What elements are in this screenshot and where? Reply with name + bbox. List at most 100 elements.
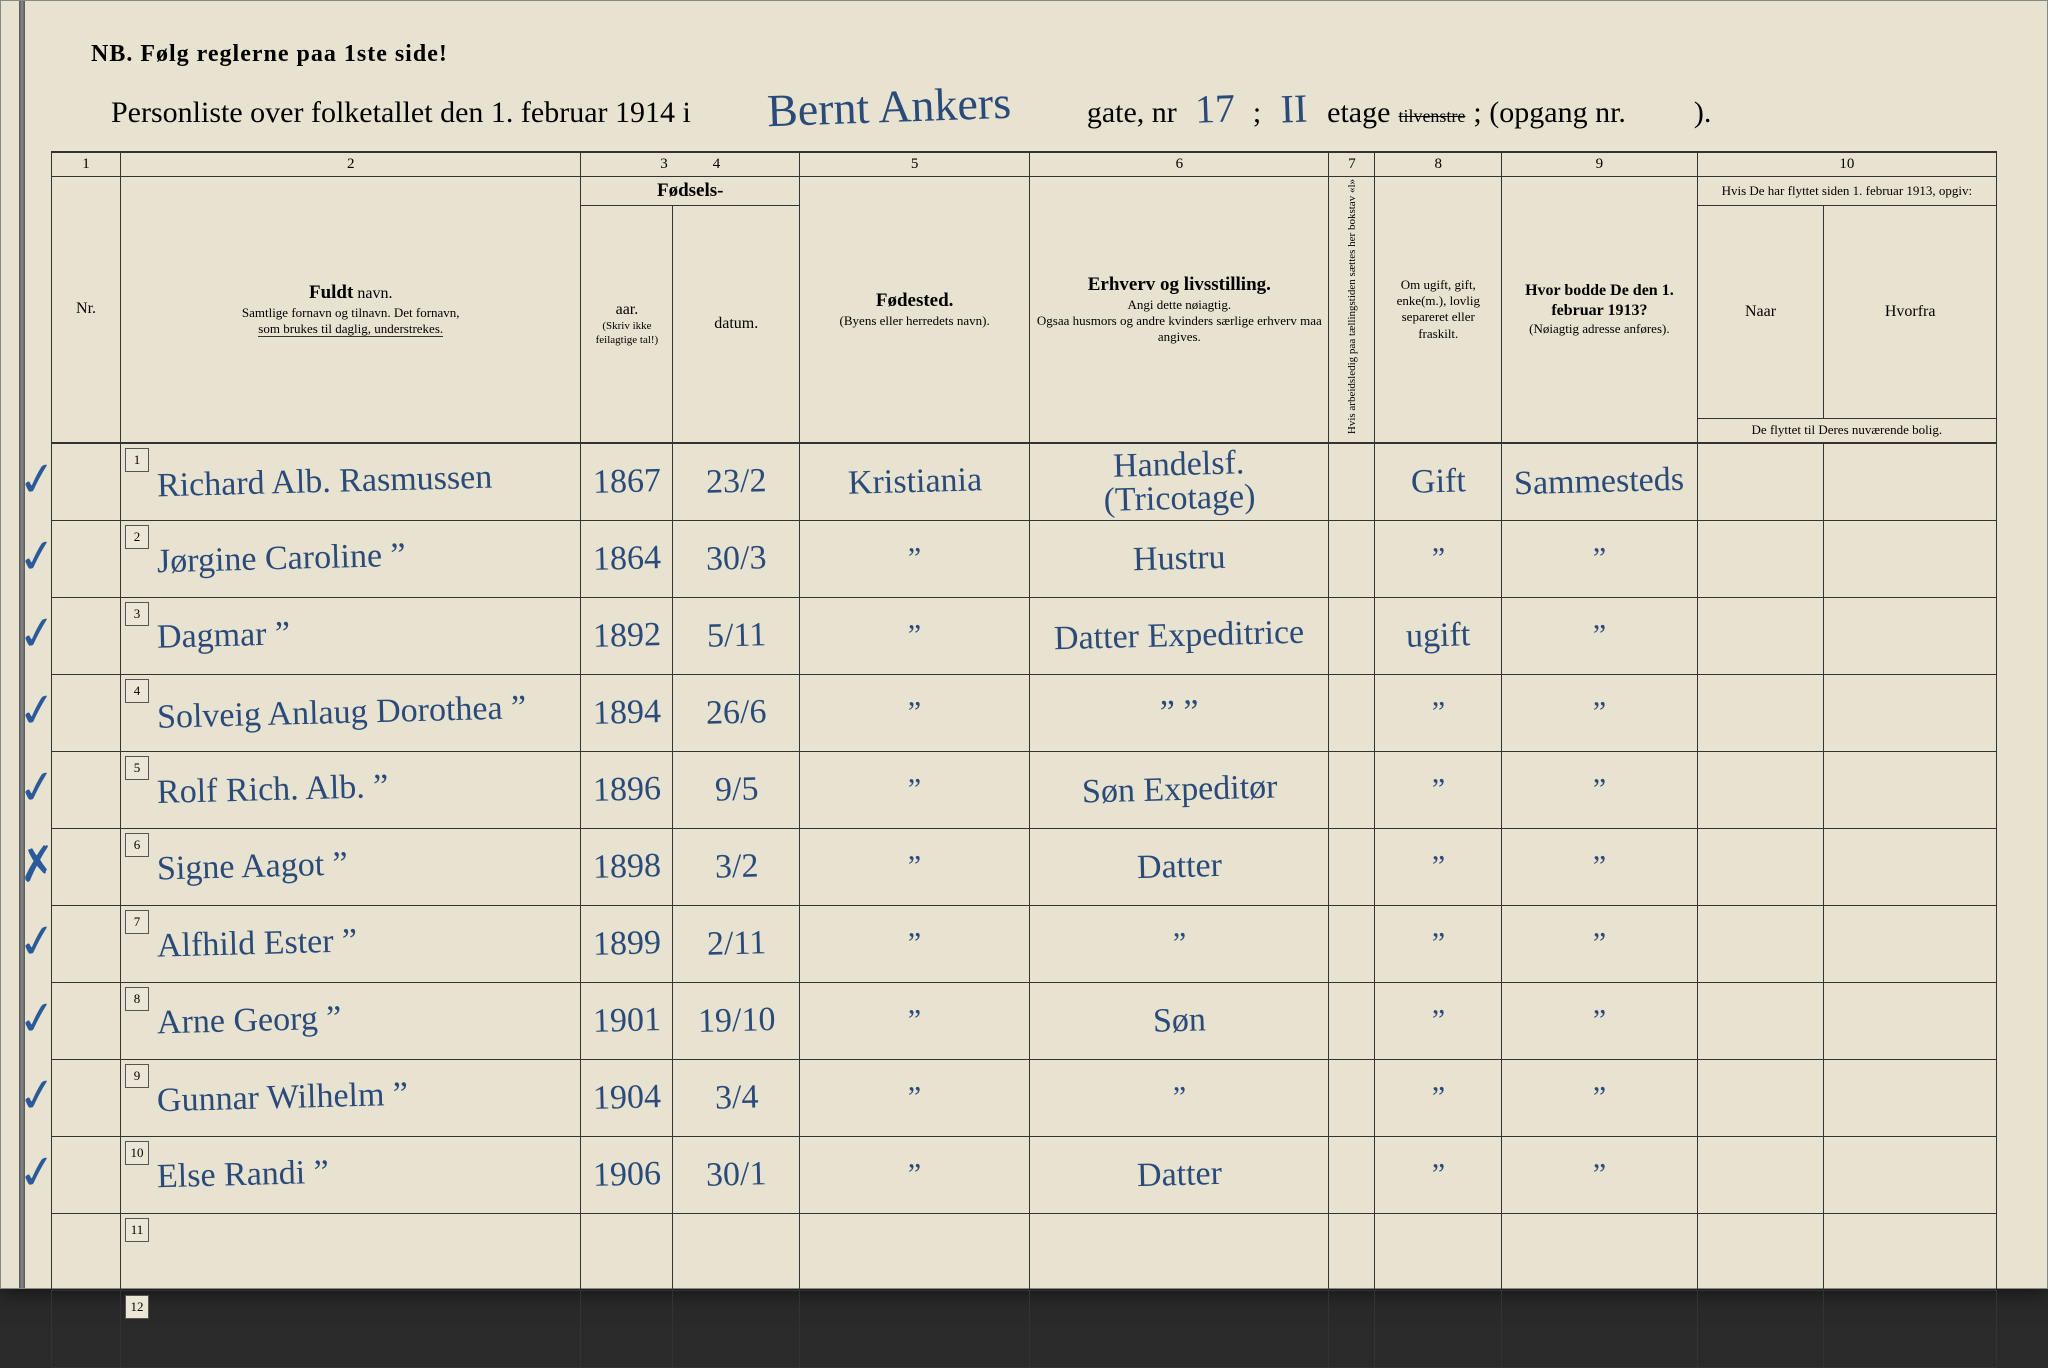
cell-birthplace-handwritten: ” bbox=[908, 698, 922, 728]
header-moved-top: Hvis De har flyttet siden 1. februar 191… bbox=[1697, 176, 1996, 205]
cell-marital-handwritten: Gift bbox=[1410, 464, 1466, 499]
cell-unemployed-mark bbox=[1329, 1059, 1375, 1136]
cell-unemployed-mark bbox=[1329, 520, 1375, 597]
cell-birthplace: ” bbox=[800, 982, 1030, 1059]
cell-name: 8Arne Georg ” bbox=[121, 982, 581, 1059]
row-number-box: 4 bbox=[125, 679, 149, 703]
cell-date: 30/3 bbox=[673, 520, 800, 597]
row-number-box: 11 bbox=[125, 1218, 149, 1242]
cell-marital: Gift bbox=[1375, 443, 1502, 521]
cell-date-handwritten: 23/2 bbox=[706, 464, 767, 500]
cell-birthplace bbox=[800, 1290, 1030, 1367]
cell-birthplace: Kristiania bbox=[800, 443, 1030, 521]
cell-occupation-handwritten: Datter Expeditrice bbox=[1054, 616, 1305, 657]
cell-marital: ” bbox=[1375, 674, 1502, 751]
cell-date-handwritten: 30/3 bbox=[706, 541, 767, 577]
cell-moved-when bbox=[1697, 828, 1824, 905]
cell-moved-when bbox=[1697, 1136, 1824, 1213]
cell-moved-when bbox=[1697, 597, 1824, 674]
cell-moved-when bbox=[1697, 982, 1824, 1059]
header-year: aar. (Skriv ikke feilagtige tal!) bbox=[581, 205, 673, 443]
cell-birthplace-handwritten: ” bbox=[908, 775, 922, 805]
title-close: ). bbox=[1694, 96, 1712, 130]
cell-birthplace: ” bbox=[800, 520, 1030, 597]
name-handwritten: Dagmar ” bbox=[157, 617, 291, 654]
colnum-3-4: 3 4 bbox=[581, 152, 800, 176]
cell-name: 9Gunnar Wilhelm ” bbox=[121, 1059, 581, 1136]
row-number-box: 7 bbox=[125, 910, 149, 934]
cell-occupation-handwritten: Hustru bbox=[1133, 541, 1226, 577]
cell-year-handwritten: 1892 bbox=[592, 618, 661, 654]
colnum-9: 9 bbox=[1502, 152, 1698, 176]
header-marital: Om ugift, gift, enke(m.), lovlig separer… bbox=[1375, 176, 1502, 443]
cell-marital-handwritten: ” bbox=[1431, 1083, 1445, 1113]
colnum-1: 1 bbox=[52, 152, 121, 176]
cell-unemployed-mark bbox=[1329, 443, 1375, 521]
cell-name: 4Solveig Anlaug Dorothea ” bbox=[121, 674, 581, 751]
cell-birthplace: ” bbox=[800, 597, 1030, 674]
cell-unemployed-mark bbox=[1329, 1136, 1375, 1213]
cell-addr1913: ” bbox=[1502, 674, 1698, 751]
name-handwritten: Richard Alb. Rasmussen bbox=[157, 460, 493, 503]
cell-occupation: Handelsf. (Tricotage) bbox=[1030, 443, 1329, 521]
row-number-box: 5 bbox=[125, 756, 149, 780]
cell-year: 1899 bbox=[581, 905, 673, 982]
table-row: 12 bbox=[52, 1290, 1997, 1367]
cell-moved-from bbox=[1824, 1290, 1997, 1367]
cell-name: 10Else Randi ” bbox=[121, 1136, 581, 1213]
cell-nr: ✓ bbox=[52, 1136, 121, 1213]
check-mark-icon: ✓ bbox=[14, 526, 60, 585]
cell-moved-when bbox=[1697, 443, 1824, 521]
table-row: ✗6Signe Aagot ”18983/2”Datter”” bbox=[52, 828, 1997, 905]
cell-addr1913: ” bbox=[1502, 905, 1698, 982]
cell-marital-handwritten: ” bbox=[1431, 929, 1445, 959]
cell-marital: ugift bbox=[1375, 597, 1502, 674]
cell-moved-from bbox=[1824, 905, 1997, 982]
cell-addr1913: ” bbox=[1502, 520, 1698, 597]
census-table: 1 2 3 4 5 6 7 8 9 10 Nr. Fuldt navn. Sam… bbox=[51, 151, 1997, 1368]
cell-year-handwritten: 1906 bbox=[592, 1157, 661, 1193]
cell-date: 2/11 bbox=[673, 905, 800, 982]
cell-occupation-handwritten: Datter bbox=[1136, 1157, 1222, 1193]
cell-nr: ✗ bbox=[52, 828, 121, 905]
name-handwritten: Arne Georg ” bbox=[157, 1001, 342, 1040]
cell-year: 1892 bbox=[581, 597, 673, 674]
cell-marital: ” bbox=[1375, 905, 1502, 982]
header-moved-when: Naar bbox=[1697, 205, 1824, 418]
row-number-box: 2 bbox=[125, 525, 149, 549]
row-number-box: 9 bbox=[125, 1064, 149, 1088]
cell-date: 3/4 bbox=[673, 1059, 800, 1136]
table-row: 11 bbox=[52, 1213, 1997, 1290]
cell-date: 23/2 bbox=[673, 443, 800, 521]
cell-moved-from bbox=[1824, 1213, 1997, 1290]
cell-marital-handwritten: ” bbox=[1431, 852, 1445, 882]
cell-name: 2Jørgine Caroline ” bbox=[121, 520, 581, 597]
cell-date-handwritten: 19/10 bbox=[697, 1003, 775, 1039]
cell-occupation-handwritten: Søn Expeditør bbox=[1081, 770, 1277, 809]
cell-addr1913 bbox=[1502, 1213, 1698, 1290]
cell-addr1913-handwritten: ” bbox=[1592, 621, 1606, 651]
row-number-box: 10 bbox=[125, 1141, 149, 1165]
cell-date-handwritten: 26/6 bbox=[706, 695, 767, 731]
cell-addr1913: ” bbox=[1502, 1136, 1698, 1213]
table-row: ✓2Jørgine Caroline ”186430/3”Hustru”” bbox=[52, 520, 1997, 597]
cell-nr: ✓ bbox=[52, 520, 121, 597]
cell-nr bbox=[52, 1213, 121, 1290]
cell-name: 1Richard Alb. Rasmussen bbox=[121, 443, 581, 521]
cell-year-handwritten: 1899 bbox=[592, 926, 661, 962]
check-mark-icon: ✓ bbox=[14, 911, 60, 970]
cell-nr: ✓ bbox=[52, 674, 121, 751]
table-row: ✓4Solveig Anlaug Dorothea ”189426/6”” ””… bbox=[52, 674, 1997, 751]
cell-date-handwritten: 3/2 bbox=[714, 849, 758, 884]
cell-moved-when bbox=[1697, 674, 1824, 751]
cell-birthplace-handwritten: ” bbox=[908, 1083, 922, 1113]
cell-addr1913-handwritten: Sammesteds bbox=[1514, 463, 1685, 501]
colnum-8: 8 bbox=[1375, 152, 1502, 176]
cell-year: 1901 bbox=[581, 982, 673, 1059]
cell-year-handwritten: 1901 bbox=[592, 1003, 661, 1039]
cell-date: 5/11 bbox=[673, 597, 800, 674]
table-row: ✓10Else Randi ”190630/1”Datter”” bbox=[52, 1136, 1997, 1213]
check-mark-icon: ✓ bbox=[14, 1142, 60, 1201]
cell-marital-handwritten: ” bbox=[1431, 698, 1445, 728]
cell-moved-when bbox=[1697, 905, 1824, 982]
